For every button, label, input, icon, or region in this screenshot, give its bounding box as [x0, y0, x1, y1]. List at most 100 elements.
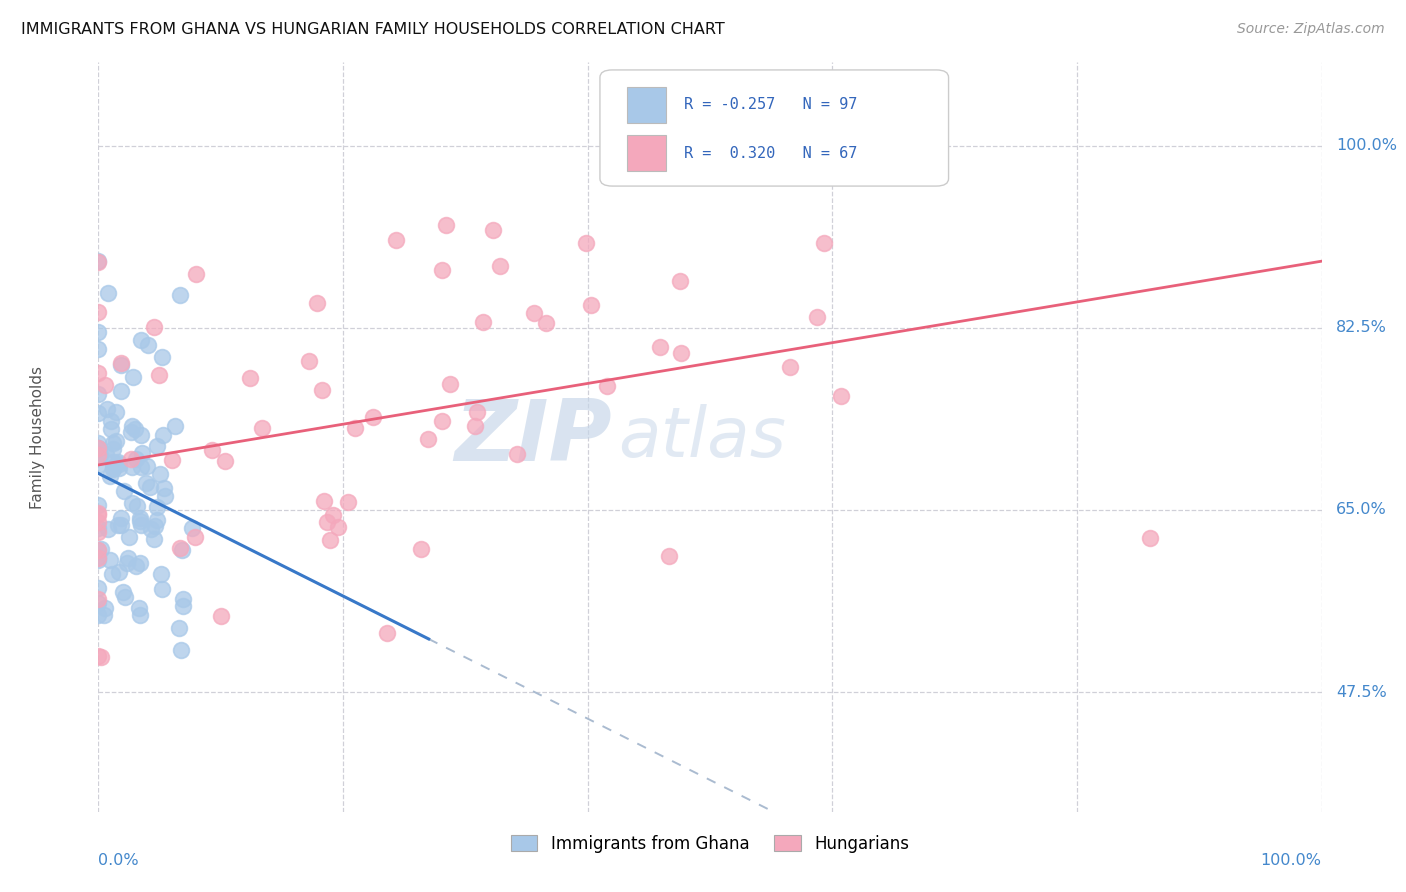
Point [101, 455, 124, 469]
Point [100, 422, 122, 436]
Point [87, 406, 110, 420]
Point [170, 643, 193, 657]
Point [98, 469, 121, 483]
Point [155, 489, 177, 503]
Point [328, 519, 350, 533]
Point [344, 421, 367, 435]
Point [813, 235, 835, 250]
Point [110, 356, 132, 370]
Point [181, 521, 204, 535]
Point [131, 445, 153, 459]
Point [107, 461, 129, 475]
Point [184, 530, 207, 544]
Point [135, 476, 157, 491]
Point [149, 467, 172, 481]
Point [87, 649, 110, 664]
Point [143, 532, 166, 546]
Point [129, 428, 152, 442]
Point [152, 427, 174, 442]
Point [110, 358, 132, 372]
Point [93, 378, 115, 392]
Point [101, 462, 124, 476]
Point [430, 263, 453, 277]
Point [87, 442, 110, 456]
Point [434, 218, 457, 232]
Point [385, 233, 408, 247]
Point [239, 371, 262, 385]
Point [97, 522, 120, 536]
Point [124, 422, 146, 436]
Point [314, 494, 336, 508]
Point [125, 558, 148, 573]
Point [87, 255, 110, 269]
Point [361, 410, 384, 425]
Point [104, 434, 127, 448]
Point [127, 499, 149, 513]
Point [129, 607, 152, 622]
Point [87, 448, 110, 462]
Point [120, 452, 142, 467]
Point [172, 599, 194, 613]
Point [165, 419, 187, 434]
Text: R =  0.320   N = 67: R = 0.320 N = 67 [685, 145, 858, 161]
Point [101, 442, 124, 456]
Point [139, 480, 162, 494]
Point [87, 253, 110, 268]
Point [107, 455, 129, 469]
Point [658, 549, 681, 564]
Point [575, 236, 598, 251]
Point [87, 521, 110, 535]
Point [465, 404, 488, 418]
Point [87, 596, 110, 610]
Point [103, 461, 125, 475]
Text: 0.0%: 0.0% [98, 853, 139, 868]
Point [87, 325, 110, 339]
Point [128, 511, 150, 525]
Point [94, 446, 117, 460]
Point [153, 481, 176, 495]
Point [200, 443, 222, 458]
Point [209, 608, 232, 623]
Point [100, 414, 122, 428]
Point [298, 354, 321, 368]
Point [87, 435, 110, 450]
Point [111, 585, 134, 599]
Text: 100.0%: 100.0% [1261, 853, 1322, 868]
Point [107, 518, 129, 533]
Point [430, 414, 453, 428]
Point [129, 514, 152, 528]
Text: Source: ZipAtlas.com: Source: ZipAtlas.com [1237, 22, 1385, 37]
Point [87, 542, 110, 557]
Point [87, 342, 110, 356]
Point [806, 310, 828, 325]
Point [101, 567, 124, 582]
Point [596, 378, 619, 392]
Point [110, 511, 132, 525]
Point [87, 524, 110, 539]
Point [305, 296, 328, 310]
Text: 100.0%: 100.0% [1336, 138, 1398, 153]
Point [117, 530, 139, 544]
Point [107, 457, 129, 471]
Point [669, 346, 692, 360]
Point [93, 608, 115, 623]
Point [121, 460, 143, 475]
Point [416, 432, 439, 446]
Text: R = -0.257   N = 97: R = -0.257 N = 97 [685, 97, 858, 112]
Point [87, 508, 110, 523]
Point [87, 458, 110, 472]
Point [89, 449, 111, 463]
Point [184, 267, 207, 281]
Point [87, 551, 110, 566]
Text: IMMIGRANTS FROM GHANA VS HUNGARIAN FAMILY HOUSEHOLDS CORRELATION CHART: IMMIGRANTS FROM GHANA VS HUNGARIAN FAMIL… [21, 22, 725, 37]
Point [87, 515, 110, 529]
Point [96, 402, 118, 417]
Point [115, 556, 138, 570]
Point [87, 581, 110, 595]
Point [121, 418, 143, 433]
Point [87, 304, 110, 318]
Point [146, 438, 169, 452]
Point [668, 275, 690, 289]
Point [117, 550, 139, 565]
Point [97, 286, 120, 301]
